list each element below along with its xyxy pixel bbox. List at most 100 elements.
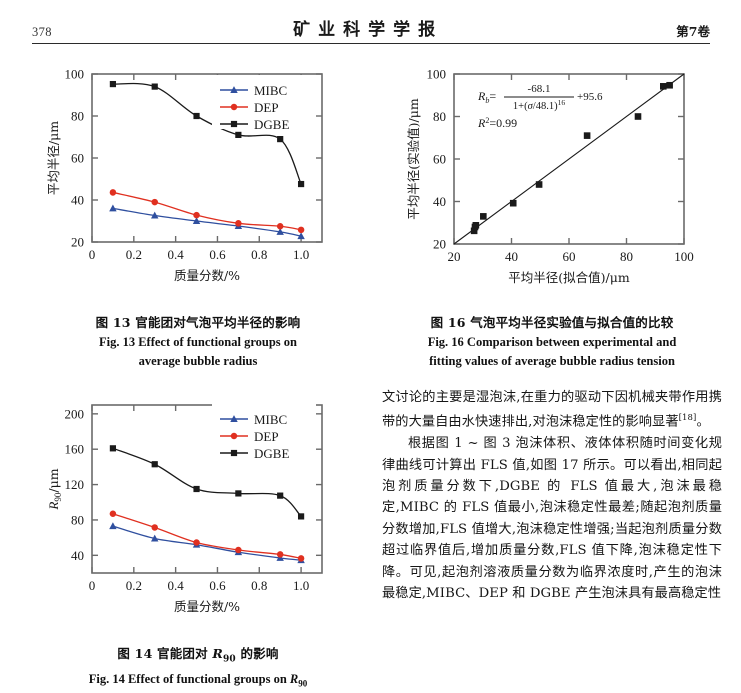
x-tick-label: 0.2 [126,578,142,593]
y-tick-label: 40 [433,194,446,209]
chart-legend: MIBC DEP DGBE [212,404,316,461]
figure-14-caption-en-subscript: 90 [298,678,307,688]
data-point [152,461,158,467]
figure-13-caption-en-line1: Fig. 13 Effect of functional groups on [22,333,374,352]
data-point [151,199,158,206]
data-point [235,547,242,554]
data-point [193,486,199,492]
data-point [536,181,543,188]
y-tick-label: 80 [71,512,84,527]
data-point [152,84,158,90]
x-tick-label: 20 [448,249,461,264]
y-axis-label: 平均半径/μm [46,121,61,195]
data-point [635,113,642,120]
equation-numerator: -68.1 [528,83,551,95]
data-point [298,227,305,234]
x-tick-label: 80 [620,249,633,264]
figure-14-caption-cn: 图 14 官能团对 R90 的影响 [22,644,374,670]
data-point [110,445,116,451]
x-tick-label: 60 [563,249,576,264]
legend-marker [231,104,238,111]
y-tick-label: 60 [433,152,446,167]
data-point [660,83,667,90]
data-point [109,205,116,212]
legend-marker [231,450,237,456]
x-axis-label: 质量分数/% [174,599,240,614]
data-point [110,189,117,196]
paragraph-1: 文讨论的主要是湿泡沫,在重力的驱动下因机械夹带作用携带的大量自由水快速排出,对泡… [382,387,722,433]
x-tick-label: 0.6 [209,247,226,262]
legend-label: DEP [254,429,279,444]
y-tick-label: 120 [65,477,85,492]
running-head: 378 矿业科学学报 第7卷 [32,14,710,44]
r-squared-value: =0.99 [489,116,517,130]
figure-14-caption-en: Fig. 14 Effect of functional groups on R… [22,670,374,693]
data-point [277,493,283,499]
data-point [480,213,487,220]
legend-label: MIBC [254,83,287,98]
series-line [113,192,301,229]
y-axis-label-symbol: R [46,502,61,511]
data-point [277,136,283,142]
x-tick-label: 40 [505,249,518,264]
equation-denominator: 1+(σ/48.1)16 [513,98,565,112]
x-tick-label: 0.2 [126,247,142,262]
series-line [113,514,301,559]
page-number: 378 [32,25,52,40]
data-point [473,222,480,229]
y-tick-label: 80 [433,109,446,124]
x-tick-label: 1.0 [293,247,309,262]
paragraph-1-reference: [18] [679,413,697,423]
series-mibc [109,205,305,240]
data-point [298,555,305,562]
legend-label: DGBE [254,446,289,461]
equation-equals: = [489,89,496,103]
data-point [277,223,284,230]
series-mibc [109,522,305,563]
legend-marker [231,433,238,440]
x-tick-label: 0.6 [209,578,226,593]
journal-title: 矿业科学学报 [285,15,443,40]
x-tick-label: 0.4 [168,578,185,593]
x-tick-label: 0.8 [251,578,267,593]
data-point [109,522,116,529]
series-dep [110,189,305,233]
x-tick-label: 0.8 [251,247,267,262]
figure-16-caption: 图 16 气泡平均半径实验值与拟合值的比较 Fig. 16 Comparison… [382,313,722,371]
y-tick-label: 20 [433,237,446,252]
figure-14-caption-en-pre: Fig. 14 Effect of functional groups on [89,672,290,686]
x-tick-label: 100 [674,249,694,264]
y-tick-label: 40 [71,548,84,563]
data-point [235,490,241,496]
data-point [235,132,241,138]
y-tick-label: 200 [65,406,85,421]
series-dep [110,511,305,562]
volume-label: 第7卷 [676,21,710,40]
legend-label: DEP [254,100,279,115]
figure-13-caption-en-line2: average bubble radius [22,352,374,371]
data-point [666,82,673,89]
data-point [298,513,304,519]
data-point [277,551,284,558]
data-point [235,220,242,227]
data-point [510,200,517,207]
legend-label: MIBC [254,412,287,427]
figure-13-caption-cn: 图 13 官能团对气泡平均半径的影响 [22,313,374,333]
equation-lhs: Rb= [477,89,496,105]
data-point [110,81,116,87]
equation-tail: +95.6 [577,91,603,103]
figure-14-caption-cn-pre: 图 14 官能团对 [117,646,212,661]
y-tick-label: 80 [71,109,84,124]
data-point [193,113,199,119]
data-point [110,511,117,518]
x-axis-label: 平均半径(拟合值)/μm [508,270,630,285]
